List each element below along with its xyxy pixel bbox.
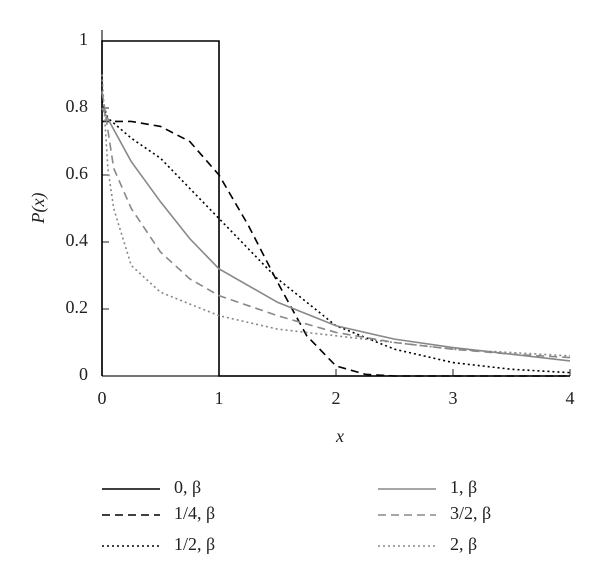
- line-series: [102, 120, 570, 377]
- line-series: [101, 91, 571, 359]
- line-series: [101, 74, 571, 357]
- line-series: [101, 101, 571, 374]
- line-series: [101, 40, 570, 377]
- x-tick-label: 1: [215, 388, 224, 408]
- x-tick-label: 4: [566, 388, 575, 408]
- y-tick-label: 0.4: [66, 230, 89, 250]
- x-axis-label: x: [335, 426, 344, 446]
- y-axis-label: P(x): [28, 193, 49, 225]
- x-tick-label: 0: [98, 388, 107, 408]
- x-tick-label: 2: [332, 388, 341, 408]
- legend-label: 1/4, β: [174, 503, 215, 523]
- x-tick-label: 3: [449, 388, 458, 408]
- legend-label: 2, β: [450, 534, 477, 554]
- legend-label: 1, β: [450, 477, 477, 497]
- y-tick-label: 0.8: [66, 96, 89, 116]
- legend-label: 0, β: [174, 477, 201, 497]
- line-series: [101, 107, 571, 362]
- y-tick-label: 1: [79, 29, 88, 49]
- legend-label: 1/2, β: [174, 534, 215, 554]
- y-tick-label: 0: [79, 364, 88, 384]
- y-tick-label: 0.6: [66, 163, 89, 183]
- legend-label: 3/2, β: [450, 503, 491, 523]
- y-tick-label: 0.2: [66, 297, 89, 317]
